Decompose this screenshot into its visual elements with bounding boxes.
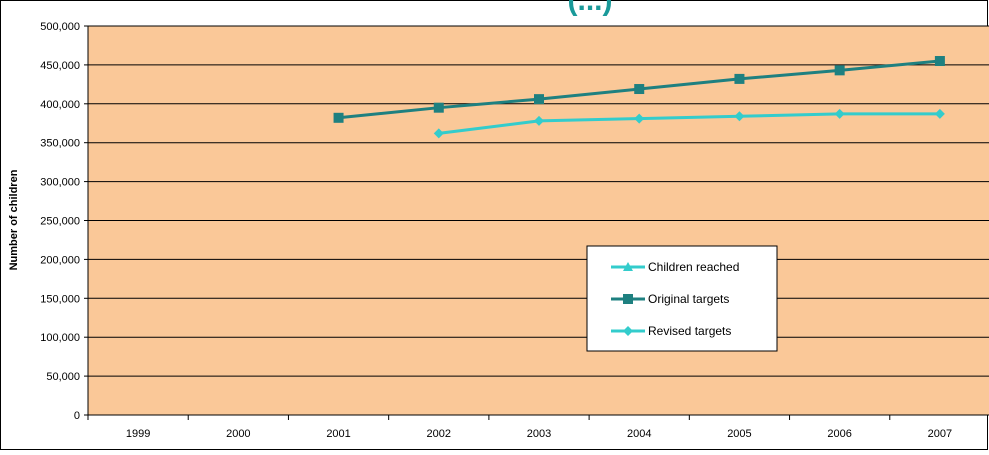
y-tick-label: 100,000 — [40, 332, 80, 344]
x-tick-label: 2002 — [427, 428, 451, 440]
x-tick-label: 2006 — [827, 428, 851, 440]
data-point-revised-targets — [834, 108, 845, 119]
legend-label-children-reached: Children reached — [648, 260, 739, 274]
x-tick-label: 2000 — [226, 428, 250, 440]
data-point-original-targets — [934, 56, 945, 67]
legend-items: Children reached Original targets Revised … — [611, 260, 739, 338]
data-point-revised-targets — [433, 128, 444, 139]
series-line-revised-targets — [438, 112, 940, 135]
legend-label-original-targets: Original targets — [648, 292, 729, 306]
y-tick-label: 400,000 — [40, 99, 80, 111]
data-point-revised-targets — [734, 111, 745, 122]
y-tick-label: 350,000 — [40, 138, 80, 150]
y-tick-label: 200,000 — [40, 254, 80, 266]
x-tick-label: 2004 — [627, 428, 651, 440]
data-point-original-targets — [534, 94, 544, 105]
y-tick-label: 250,000 — [40, 216, 80, 228]
legend-marker-children-reached — [623, 262, 633, 271]
series-original-targets — [333, 56, 945, 123]
legend-marker-revised-targets — [623, 326, 633, 336]
y-tick-label: 50,000 — [46, 371, 80, 383]
x-tick-label: 1999 — [126, 428, 150, 440]
y-axis: 0 50,000 100,000 150,000 200,000 250,000 300,0… — [40, 21, 89, 422]
y-tick-label: 300,000 — [40, 177, 80, 189]
data-point-revised-targets — [534, 115, 544, 126]
x-tick-label: 2007 — [928, 428, 952, 440]
data-point-original-targets — [834, 65, 845, 76]
data-point-revised-targets — [934, 108, 945, 119]
x-tick-label: 2001 — [326, 428, 350, 440]
data-point-original-targets — [634, 84, 645, 95]
series — [333, 56, 945, 139]
y-tick-label: 500,000 — [40, 21, 80, 33]
legend-item-children-reached: Children reached — [611, 260, 739, 274]
y-tick-label: 150,000 — [40, 293, 80, 305]
series-revised-targets — [433, 108, 945, 139]
x-tick-label: 2005 — [727, 428, 751, 440]
data-point-original-targets — [433, 102, 444, 113]
x-axis: 1999 2000 2001 2002 2003 2004 2005 2006 2007 — [87, 414, 989, 440]
legend-marker-original-targets — [623, 294, 633, 304]
legend-label-revised-targets: Revised targets — [648, 324, 731, 338]
legend-item-original-targets: Original targets — [611, 292, 729, 306]
data-point-original-targets — [734, 73, 745, 84]
y-tick-label: 0 — [74, 410, 80, 422]
data-point-revised-targets — [634, 113, 645, 124]
data-point-original-targets — [333, 112, 344, 123]
legend: Children reached Original targets Revised … — [586, 245, 778, 352]
legend-item-revised-targets: Revised targets — [611, 324, 731, 338]
y-tick-label: 450,000 — [40, 60, 80, 72]
chart-title-fragment: (...) — [568, 0, 613, 17]
y-axis-label: Number of children — [8, 169, 20, 270]
gridlines — [88, 25, 989, 377]
x-tick-label: 2003 — [527, 428, 551, 440]
